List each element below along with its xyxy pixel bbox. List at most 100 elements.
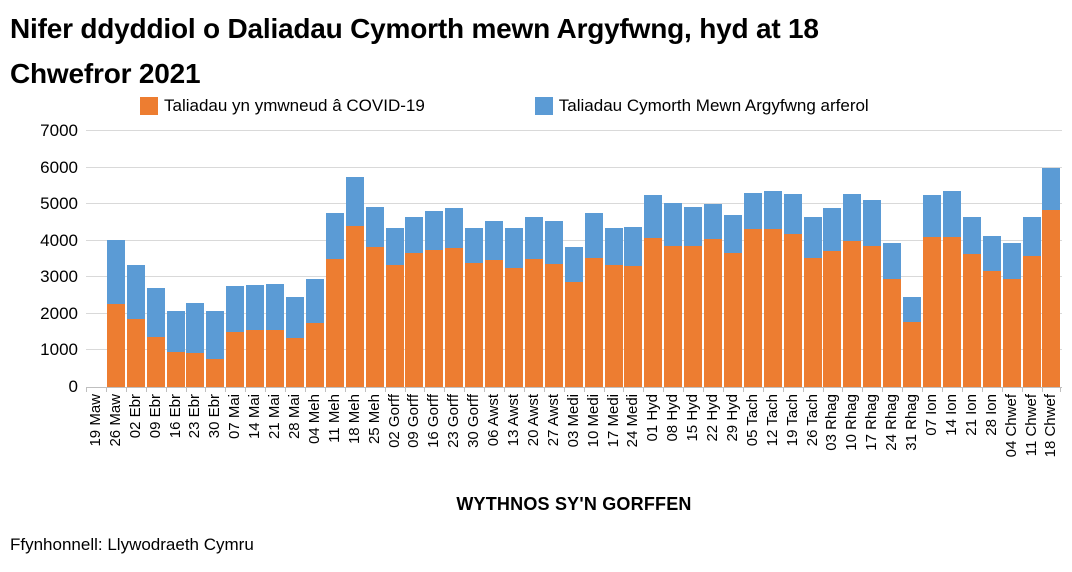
bar-slot-09 Gorff [405,131,425,387]
x-tick [105,387,126,392]
bar-segment-arferol [286,297,305,338]
bar-segment-arferol [126,264,145,319]
x-axis-label: 03 Rhag [823,394,841,451]
x-tick [384,387,405,392]
x-axis-label: 25 Meh [365,394,383,445]
bar-slot-12 Tach [763,131,783,387]
bar-slot-02 Ebr [126,131,146,387]
legend-swatch-arferol [534,97,553,115]
x-label-slot: 21 Ion [962,394,982,436]
x-label-slot: 02 Gorff [385,394,405,448]
x-tick [444,387,464,392]
x-axis-label: 14 Ion [942,394,960,436]
bar-slot-20 Awst [524,131,544,387]
legend-label-arferol: Taliadau Cymorth Mewn Argyfwng arferol [558,96,869,115]
x-axis-ticks [86,387,1062,392]
bar-slot-10 Rhag [842,131,862,387]
x-axis-label: 07 Mai [226,394,244,440]
x-label-slot: 10 Rhag [842,394,862,451]
x-axis-label: 05 Tach [743,394,761,447]
bar-stack [524,216,543,387]
bar-slot-28 Mai [285,131,305,387]
x-tick [205,387,225,392]
x-label-slot: 07 Mai [225,394,245,439]
bar-segment-arferol [206,311,225,360]
x-label-slot: 28 Ion [982,394,1002,436]
bar-segment-arferol [962,216,981,254]
bar-segment-covid [803,257,822,387]
bar-slot-03 Medi [564,131,584,387]
bar-segment-arferol [564,246,583,283]
bar-segment-arferol [425,211,444,250]
x-label-slot: 23 Gorff [444,394,464,448]
x-label-slot: 15 Hyd [683,394,703,442]
bar-slot-26 Tach [803,131,823,387]
bar-segment-covid [863,246,882,387]
bar-segment-covid [843,240,862,387]
x-label-slot: 05 Tach [743,394,763,446]
bar-segment-arferol [903,297,922,323]
bar-segment-arferol [325,212,344,259]
x-axis-label: 07 Ion [923,394,941,436]
bar-stack [1022,216,1041,387]
bar-segment-arferol [504,228,523,268]
bar-segment-arferol [644,195,663,238]
bar-segment-covid [704,238,723,387]
bar-segment-arferol [445,208,464,249]
x-tick [324,387,345,392]
x-label-slot: 11 Meh [325,394,345,443]
bar-segment-covid [146,337,165,387]
x-label-slot: 12 Tach [763,394,783,446]
bar-slot-13 Awst [504,131,524,387]
bar-segment-arferol [365,206,384,248]
x-axis-label: 17 Rhag [863,394,881,451]
source-note: Ffynhonnell: Llywodraeth Cymru [10,535,254,554]
bar-slot-01 Hyd [643,131,663,387]
x-tick [603,387,624,392]
bar-stack [942,191,961,387]
bar-segment-arferol [883,242,902,280]
gridline [86,203,1062,205]
bar-stack [684,206,703,387]
x-tick [703,387,723,392]
bar-segment-covid [883,279,902,387]
bar-segment-covid [783,233,802,387]
x-label-slot: 16 Gorff [424,394,444,448]
x-tick [623,387,643,392]
bar-segment-covid [903,322,922,387]
x-axis-label: 28 Ion [982,394,1000,436]
bar-segment-arferol [1042,168,1061,210]
x-tick [304,387,325,392]
legend: Taliadau yn ymwneud â COVID-19 Taliadau … [140,96,869,116]
x-label-slot: 29 Hyd [723,394,743,442]
bar-stack [803,216,822,387]
x-axis-label: 10 Rhag [843,394,861,451]
bar-segment-arferol [405,216,424,254]
bar-slot-24 Rhag [882,131,902,387]
bar-slot-04 Chwef [1002,131,1022,387]
x-tick [404,387,425,392]
bar-segment-arferol [146,288,165,338]
bar-segment-covid [823,251,842,387]
bar-segment-arferol [1002,243,1021,279]
x-tick [464,387,484,392]
x-axis-label: 22 Hyd [704,394,722,442]
bar-segment-arferol [246,285,265,331]
bar-stack [863,199,882,387]
x-tick [185,387,206,392]
x-label-slot: 16 Ebr [166,394,186,438]
bar-segment-covid [405,253,424,387]
x-axis-label: 10 Medi [584,394,602,448]
bar-segment-covid [584,257,603,387]
x-axis-labels: 19 Maw 26 Maw 02 Ebr 09 Ebr 16 Ebr 23 Ebr 30 E… [86,394,1062,457]
bar-slot-14 Ion [942,131,962,387]
bar-slot-30 Ebr [205,131,225,387]
bar-stack [982,235,1001,387]
bar-slot-03 Rhag [823,131,843,387]
bar-segment-arferol [684,206,703,247]
bar-segment-arferol [385,227,404,265]
x-label-slot: 13 Awst [504,394,524,446]
x-axis-label: 02 Gorff [385,394,403,448]
bar-stack [186,303,205,387]
x-axis-label: 03 Medi [564,394,582,448]
